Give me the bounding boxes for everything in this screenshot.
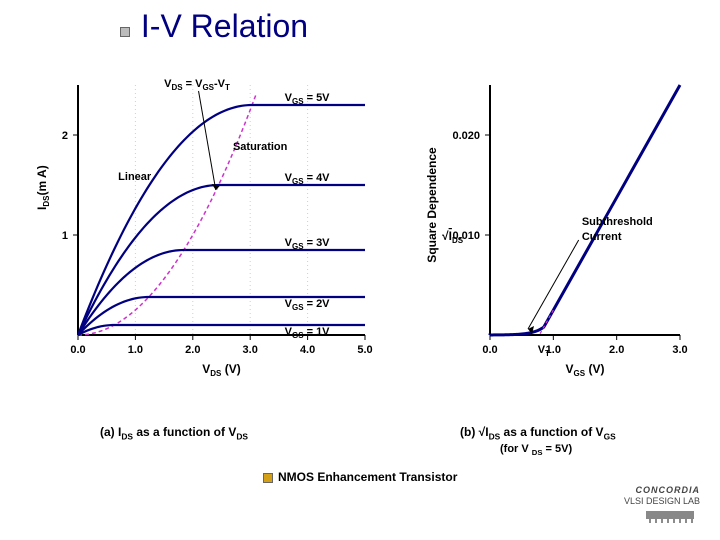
bullet-icon [120,27,130,37]
logo-line2: VLSI DESIGN LAB [624,496,700,507]
svg-text:Subthreshold: Subthreshold [582,216,653,228]
svg-text:VGS (V): VGS (V) [566,362,605,378]
svg-text:VDS (V): VDS (V) [202,362,240,378]
logo-line1: CONCORDIA [624,485,700,496]
svg-text:5.0: 5.0 [357,344,372,356]
svg-text:VGS = 1V: VGS = 1V [285,326,331,340]
svg-text:2.0: 2.0 [609,344,624,356]
svg-text:1: 1 [62,230,68,242]
svg-text:IDS(m A): IDS(m A) [35,165,51,210]
caption-b: (b) √IDS as a function of VGS (for V DS … [460,425,616,458]
logo-chip-icon [624,509,700,526]
svg-text:VGS = 4V: VGS = 4V [285,172,331,186]
svg-text:Square Dependence: Square Dependence [425,147,439,263]
svg-text:VGS = 5V: VGS = 5V [285,92,331,106]
caption-a: (a) IDS as a function of VDS [100,425,248,441]
bullet-icon [263,473,273,483]
svg-text:VGS = 2V: VGS = 2V [285,298,331,312]
svg-text:VGS = 3V: VGS = 3V [285,237,331,251]
svg-text:Current: Current [582,231,622,243]
svg-text:4.0: 4.0 [300,344,315,356]
logo: CONCORDIA VLSI DESIGN LAB [624,485,700,526]
svg-text:Linear: Linear [118,171,152,183]
chart-b-sqrtids-vs-vgs: 0.01.02.03.00.0100.020√IDSSquare Depende… [420,70,690,390]
page-title: I-V Relation [120,8,308,45]
footer-text: NMOS Enhancement Transistor [0,470,720,484]
svg-text:0.020: 0.020 [452,130,480,142]
svg-text:3.0: 3.0 [243,344,258,356]
svg-text:Saturation: Saturation [233,141,288,153]
svg-text:2.0: 2.0 [185,344,200,356]
title-text: I-V Relation [141,8,308,44]
svg-text:0.0: 0.0 [482,344,497,356]
svg-text:0.0: 0.0 [70,344,85,356]
chart-a-ids-vs-vds: 0.0 1.0 2.0 3.0 4.0 5.0 1 2 IDS(m A) VDS (V) VGS =… [30,70,380,390]
svg-text:3.0: 3.0 [672,344,687,356]
svg-text:2: 2 [62,130,68,142]
svg-text:1.0: 1.0 [128,344,143,356]
svg-text:VDS = VGS-VT: VDS = VGS-VT [164,78,230,92]
